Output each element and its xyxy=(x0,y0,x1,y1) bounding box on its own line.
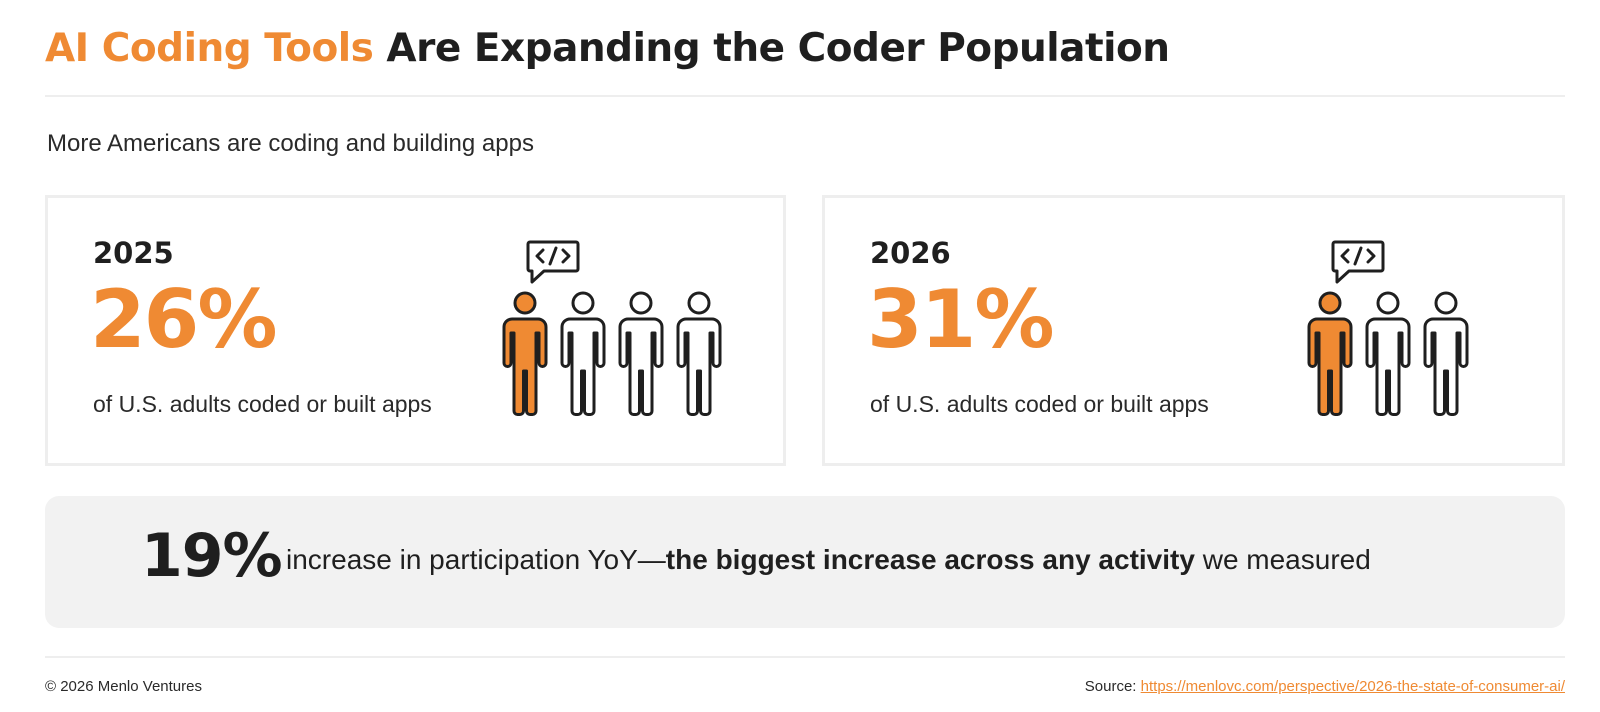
stat-card-2025: 2025 26% of U.S. adults coded or built a… xyxy=(45,195,786,466)
banner-text-lead: increase in participation YoY— xyxy=(286,544,666,575)
banner-text-tail: we measured xyxy=(1194,544,1371,575)
code-speech-bubble-icon xyxy=(526,240,580,284)
source-link[interactable]: https://menlovc.com/perspective/2026-the… xyxy=(1140,678,1565,695)
card-description: of U.S. adults coded or built apps xyxy=(870,391,1209,417)
person-icon xyxy=(1307,291,1353,416)
card-description: of U.S. adults coded or built apps xyxy=(93,391,432,417)
card-percent: 26% xyxy=(90,273,277,366)
footer-divider xyxy=(45,656,1565,658)
page-subtitle: More Americans are coding and building a… xyxy=(47,130,534,157)
page-title: AI Coding Tools Are Expanding the Coder … xyxy=(45,26,1170,71)
code-speech-bubble-icon xyxy=(1331,240,1385,284)
stat-card-2026: 2026 31% of U.S. adults coded or built a… xyxy=(822,195,1565,466)
person-icon xyxy=(676,291,722,416)
banner-text-bold: the biggest increase across any activity xyxy=(665,544,1195,575)
card-percent: 31% xyxy=(867,273,1054,366)
source-label: Source: xyxy=(1084,678,1137,695)
copyright: © 2026 Menlo Ventures xyxy=(45,678,202,695)
person-icon xyxy=(1423,291,1469,416)
card-year: 2026 xyxy=(870,236,951,270)
person-icon xyxy=(560,291,606,416)
yoy-banner: 19% increase in participation YoY—the bi… xyxy=(45,496,1565,628)
banner-text: increase in participation YoY—the bigges… xyxy=(286,544,1371,576)
title-accent: AI Coding Tools xyxy=(45,26,374,71)
person-icon xyxy=(1365,291,1411,416)
card-year: 2025 xyxy=(93,236,174,270)
people-figures xyxy=(502,291,722,416)
person-icon xyxy=(618,291,664,416)
source-citation: Source: https://menlovc.com/perspective/… xyxy=(1085,678,1565,695)
banner-value: 19% xyxy=(141,521,283,591)
people-figures xyxy=(1307,291,1469,416)
person-icon xyxy=(502,291,548,416)
header-divider xyxy=(45,95,1565,97)
title-rest: Are Expanding the Coder Population xyxy=(386,26,1170,71)
